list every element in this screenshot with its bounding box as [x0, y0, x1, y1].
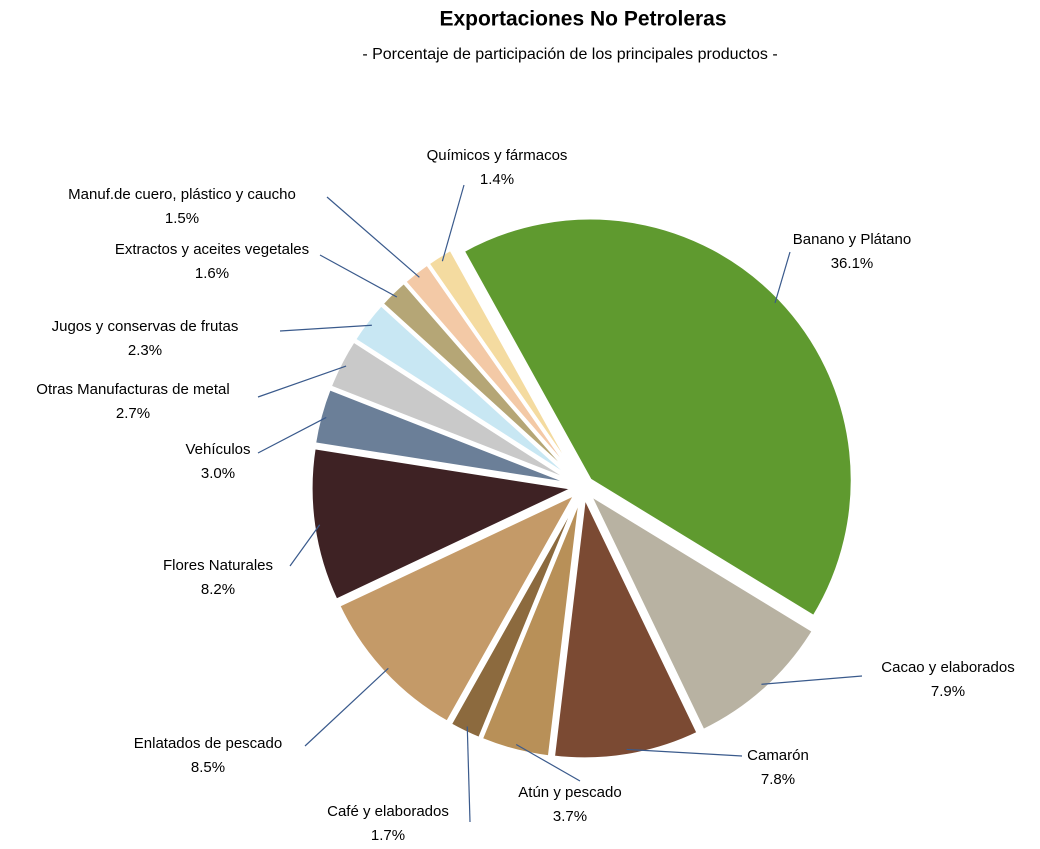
- leader-line: [442, 185, 464, 261]
- leader-line: [320, 255, 397, 297]
- slice-label: Extractos y aceites vegetales: [115, 241, 309, 258]
- slice-label: Café y elaborados: [327, 803, 449, 820]
- chart: Exportaciones No Petroleras - Porcentaje…: [0, 0, 1040, 849]
- slice-label: Cacao y elaborados: [881, 659, 1014, 676]
- chart-subtitle: - Porcentaje de participación de los pri…: [362, 46, 777, 63]
- leader-line: [305, 668, 388, 746]
- leader-line: [290, 525, 320, 566]
- slice-value-label: 3.0%: [201, 465, 235, 482]
- slice-value-label: 1.6%: [195, 265, 229, 282]
- slice-label: Flores Naturales: [163, 557, 273, 574]
- slice-label: Manuf.de cuero, plástico y caucho: [68, 186, 296, 203]
- slice-value-label: 2.7%: [116, 405, 150, 422]
- slice-value-label: 3.7%: [553, 808, 587, 825]
- leader-line: [327, 197, 419, 277]
- slice-label: Químicos y fármacos: [427, 147, 568, 164]
- slice-value-label: 1.7%: [371, 827, 405, 844]
- leader-line: [775, 252, 790, 303]
- slice-label: Otras Manufacturas de metal: [36, 381, 229, 398]
- slice-value-label: 1.5%: [165, 210, 199, 227]
- slice-label: Jugos y conservas de frutas: [52, 318, 239, 335]
- slice-label: Vehículos: [185, 441, 250, 458]
- leader-line: [467, 727, 470, 822]
- leader-line: [280, 325, 372, 331]
- slice-label: Atún y pescado: [518, 784, 621, 801]
- slice-value-label: 7.8%: [761, 771, 795, 788]
- slice-value-label: 7.9%: [931, 683, 965, 700]
- chart-title: Exportaciones No Petroleras: [439, 8, 726, 31]
- slice-value-label: 2.3%: [128, 342, 162, 359]
- slice-value-label: 36.1%: [831, 255, 874, 272]
- slice-label: Enlatados de pescado: [134, 735, 282, 752]
- slice-label: Banano y Plátano: [793, 231, 911, 248]
- slice-value-label: 1.4%: [480, 171, 514, 188]
- slice-value-label: 8.2%: [201, 581, 235, 598]
- slice-value-label: 8.5%: [191, 759, 225, 776]
- slice-label: Camarón: [747, 747, 809, 764]
